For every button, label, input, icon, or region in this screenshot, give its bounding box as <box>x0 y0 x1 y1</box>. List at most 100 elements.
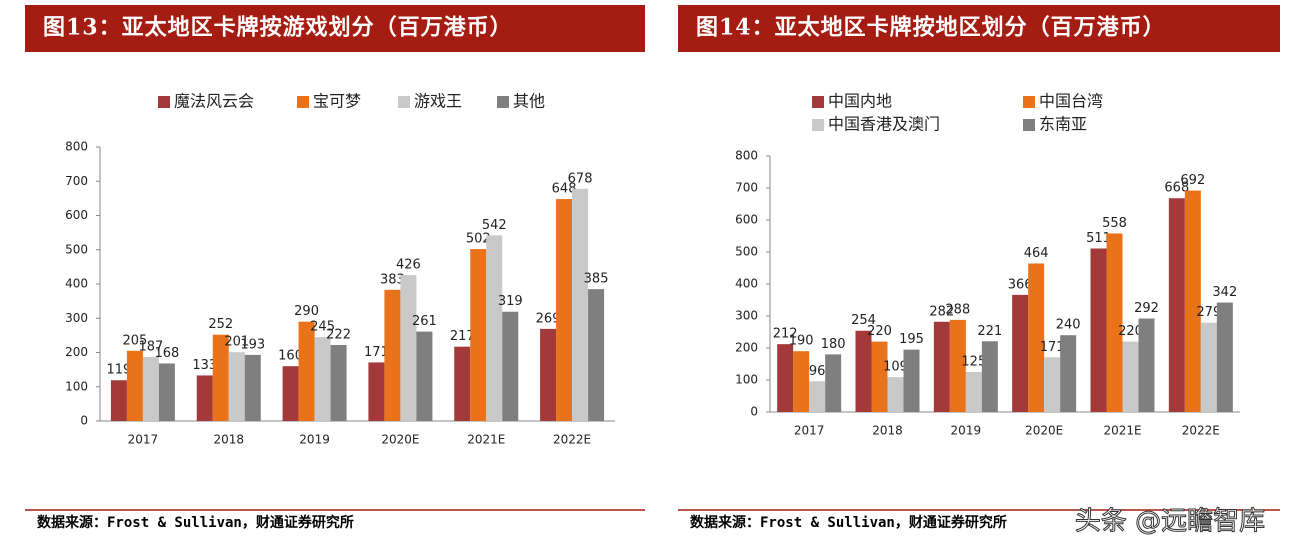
data-label: 171 <box>364 345 389 360</box>
bar <box>384 289 401 421</box>
data-label: 464 <box>1024 246 1049 261</box>
data-label: 542 <box>482 218 507 233</box>
data-label: 190 <box>789 334 814 349</box>
legend-swatch <box>497 96 509 108</box>
data-label: 245 <box>310 320 335 335</box>
legend-label: 中国香港及澳门 <box>828 115 940 134</box>
x-tick-label: 2019 <box>951 424 982 438</box>
y-tick-label: 700 <box>65 174 88 188</box>
y-tick-label: 0 <box>80 414 88 428</box>
y-tick-label: 100 <box>735 373 758 387</box>
bar <box>540 328 557 421</box>
bar <box>1168 198 1185 412</box>
legend-swatch <box>297 96 309 108</box>
bar <box>809 381 826 412</box>
legend-label: 游戏王 <box>414 92 462 111</box>
y-tick-label: 800 <box>65 140 88 154</box>
bar <box>825 354 842 412</box>
bar <box>1184 190 1201 412</box>
bar <box>1012 294 1029 412</box>
bar <box>965 372 982 412</box>
bar <box>887 377 904 412</box>
data-label: 171 <box>1040 340 1065 355</box>
y-tick-label: 300 <box>65 311 88 325</box>
data-label: 125 <box>961 355 986 370</box>
bar <box>949 319 966 412</box>
data-label: 96 <box>809 364 826 379</box>
bar <box>330 344 347 421</box>
data-label: 168 <box>155 346 180 361</box>
bar <box>282 366 299 421</box>
data-label: 217 <box>450 329 475 344</box>
bar <box>368 362 385 421</box>
watermark: 头条 @远瞻智库 <box>1075 507 1265 537</box>
data-label: 292 <box>1134 301 1159 316</box>
x-tick-label: 2022E <box>553 433 591 447</box>
data-label: 180 <box>821 337 846 352</box>
bar <box>158 363 175 421</box>
legend-swatch <box>1023 96 1035 108</box>
data-label: 426 <box>396 258 421 273</box>
bar <box>244 354 261 421</box>
data-label: 240 <box>1056 318 1081 333</box>
bar <box>572 188 589 421</box>
y-tick-label: 200 <box>65 345 88 359</box>
y-tick-label: 0 <box>750 405 758 419</box>
data-label: 220 <box>867 324 892 339</box>
legend-swatch <box>158 96 170 108</box>
bar <box>470 249 487 421</box>
bar <box>933 321 950 412</box>
bar <box>1106 233 1123 412</box>
y-tick-label: 600 <box>65 208 88 222</box>
legend-label: 中国台湾 <box>1039 92 1103 111</box>
y-tick-label: 600 <box>735 213 758 227</box>
bar <box>486 235 503 421</box>
legend-label: 其他 <box>513 92 545 111</box>
bar <box>1122 341 1139 412</box>
y-tick-label: 400 <box>735 277 758 291</box>
data-label: 222 <box>326 327 351 342</box>
data-label: 290 <box>294 304 319 319</box>
data-label: 119 <box>107 363 132 378</box>
bar <box>502 311 519 421</box>
bar <box>793 351 810 412</box>
data-label: 282 <box>929 304 954 319</box>
bar <box>1138 318 1155 412</box>
y-tick-label: 200 <box>735 341 758 355</box>
chart-title: 图13：亚太地区卡牌按游戏划分（百万港币） <box>43 15 513 41</box>
data-label: 220 <box>1118 324 1143 339</box>
bar <box>228 352 245 421</box>
legend-label: 宝可梦 <box>313 92 361 111</box>
data-label: 205 <box>123 333 148 348</box>
legend-swatch <box>398 96 410 108</box>
data-label: 342 <box>1212 285 1237 300</box>
data-label: 279 <box>1196 305 1221 320</box>
bar <box>588 289 605 421</box>
data-label: 212 <box>773 327 798 342</box>
data-label: 678 <box>568 171 593 186</box>
data-label: 692 <box>1180 173 1205 188</box>
bar <box>855 330 872 412</box>
title-bar <box>25 5 645 52</box>
data-label: 383 <box>380 272 405 287</box>
bar <box>212 334 229 421</box>
data-label: 648 <box>552 182 577 197</box>
bar <box>126 350 143 421</box>
bar <box>416 331 433 421</box>
legend-label: 魔法风云会 <box>174 92 254 111</box>
data-label: 502 <box>466 232 491 247</box>
bar <box>298 321 315 421</box>
data-label: 252 <box>208 317 233 332</box>
bar <box>196 375 213 421</box>
x-tick-label: 2018 <box>872 424 903 438</box>
y-tick-label: 100 <box>65 379 88 393</box>
bar <box>1090 248 1107 412</box>
data-label: 221 <box>977 324 1002 339</box>
data-label: 261 <box>412 314 437 329</box>
bar <box>1044 357 1061 412</box>
data-label: 254 <box>851 313 876 328</box>
y-tick-label: 400 <box>65 277 88 291</box>
y-tick-label: 300 <box>735 309 758 323</box>
bar <box>142 356 159 421</box>
